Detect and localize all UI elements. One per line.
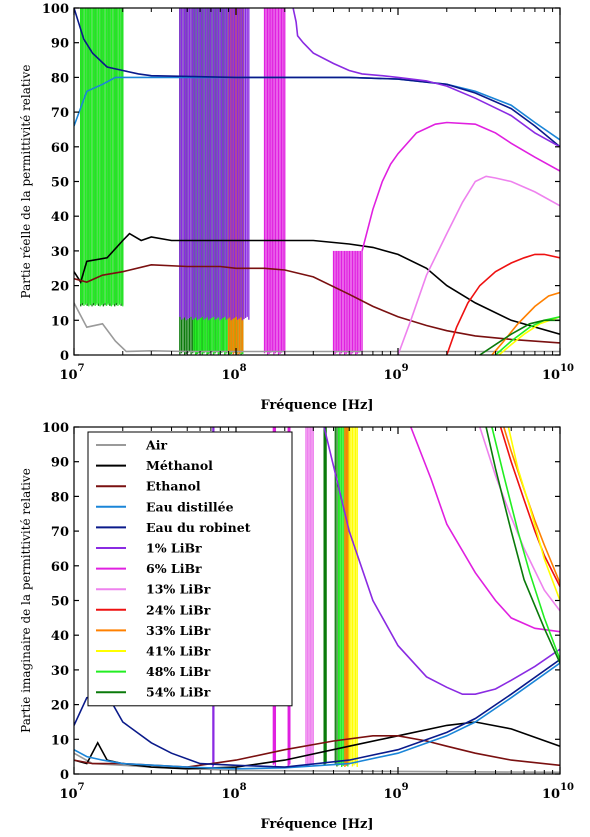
series-line bbox=[507, 427, 560, 601]
legend-entry: 13% LiBr bbox=[146, 582, 211, 597]
y-tick-label: 30 bbox=[51, 245, 69, 260]
series-line bbox=[410, 427, 560, 633]
y-tick-label: 0 bbox=[60, 349, 69, 364]
y-tick-label: 10 bbox=[51, 314, 69, 329]
y-tick-label: 30 bbox=[51, 664, 69, 679]
series-line bbox=[74, 263, 560, 344]
legend-entry: 6% LiBr bbox=[146, 561, 202, 576]
legend-entry: Ethanol bbox=[146, 479, 201, 494]
y-tick-label: 50 bbox=[51, 595, 69, 610]
axes-frame bbox=[73, 7, 561, 356]
series-line bbox=[503, 427, 560, 584]
noise-band bbox=[263, 8, 286, 355]
y-tick-label: 100 bbox=[42, 2, 69, 17]
series-line bbox=[74, 232, 560, 335]
series-line bbox=[498, 316, 560, 355]
x-tick-label: 1010 bbox=[542, 782, 574, 802]
series-line bbox=[479, 319, 560, 355]
x-tick-label: 108 bbox=[221, 363, 246, 383]
legend-entry: Eau du robinet bbox=[146, 520, 251, 535]
noise-band bbox=[323, 427, 327, 766]
series-line bbox=[74, 752, 560, 774]
legend-entry: 1% LiBr bbox=[146, 541, 202, 556]
noise-band bbox=[305, 427, 314, 768]
y-tick-label: 40 bbox=[51, 210, 69, 225]
legend-entry: 48% LiBr bbox=[146, 664, 211, 679]
y-tick-label: 20 bbox=[51, 699, 69, 714]
y-axis-label: Partie imaginaire de la permittivité rel… bbox=[19, 468, 33, 733]
x-tick-label: 109 bbox=[383, 363, 408, 383]
real-part-chart: 0 10 20 30 40 50 60 70 80 90 100 107 108 109 1010 Fréqu… bbox=[19, 2, 574, 413]
legend-entry: Méthanol bbox=[146, 458, 213, 473]
plot-area bbox=[74, 8, 560, 355]
series-line bbox=[446, 253, 560, 355]
series-line bbox=[74, 76, 560, 141]
y-tick-label: 60 bbox=[51, 560, 69, 575]
y-tick-label: 70 bbox=[51, 525, 69, 540]
y-tick-label: 60 bbox=[51, 141, 69, 156]
series-line bbox=[74, 721, 560, 770]
y-tick-label: 0 bbox=[60, 768, 69, 783]
y-tick-label: 40 bbox=[51, 629, 69, 644]
y-tick-label: 50 bbox=[51, 176, 69, 191]
x-tick-label: 109 bbox=[383, 782, 408, 802]
noise-band bbox=[348, 427, 358, 768]
series-line bbox=[323, 427, 560, 695]
y-tick-label: 80 bbox=[51, 490, 69, 505]
legend: Air Méthanol Ethanol Eau distillée Eau du ro… bbox=[87, 431, 293, 707]
y-axis-label: Partie réelle de la permittivité relativ… bbox=[19, 65, 33, 299]
series-line bbox=[74, 302, 560, 353]
y-tick-label: 100 bbox=[42, 421, 69, 436]
x-axis-label: Fréquence [Hz] bbox=[260, 817, 373, 832]
y-tick-label: 70 bbox=[51, 106, 69, 121]
y-tick-label: 20 bbox=[51, 280, 69, 295]
legend-entry: Eau distillée bbox=[146, 499, 234, 514]
y-tick-label: 80 bbox=[51, 71, 69, 86]
y-tick-label: 90 bbox=[51, 37, 69, 52]
y-tick-label: 10 bbox=[51, 733, 69, 748]
legend-entry: 24% LiBr bbox=[146, 602, 211, 617]
series-line bbox=[397, 175, 560, 355]
x-tick-label: 108 bbox=[221, 782, 246, 802]
series-line bbox=[491, 427, 560, 660]
x-tick-label: 107 bbox=[59, 782, 84, 802]
legend-entry: 33% LiBr bbox=[146, 623, 211, 638]
legend-entry: 54% LiBr bbox=[146, 685, 211, 700]
series-line bbox=[361, 121, 560, 252]
series-line bbox=[74, 8, 560, 148]
y-tick-label: 90 bbox=[51, 456, 69, 471]
x-tick-label: 1010 bbox=[542, 363, 574, 383]
imaginary-part-chart: 0 10 20 30 40 50 60 70 80 90 100 107 108 109 1010 Fréqu… bbox=[19, 421, 574, 832]
legend-entry: 41% LiBr bbox=[146, 644, 211, 659]
series-line bbox=[491, 291, 560, 355]
noise-band bbox=[344, 427, 350, 768]
x-tick-label: 107 bbox=[59, 363, 84, 383]
series-line bbox=[494, 316, 560, 355]
series-line bbox=[485, 427, 560, 664]
legend-entry: Air bbox=[145, 438, 167, 453]
noise-band bbox=[80, 8, 124, 307]
noise-band bbox=[332, 250, 363, 355]
x-axis-label: Fréquence [Hz] bbox=[260, 398, 373, 413]
series-line bbox=[499, 427, 560, 587]
series-line bbox=[292, 8, 560, 148]
